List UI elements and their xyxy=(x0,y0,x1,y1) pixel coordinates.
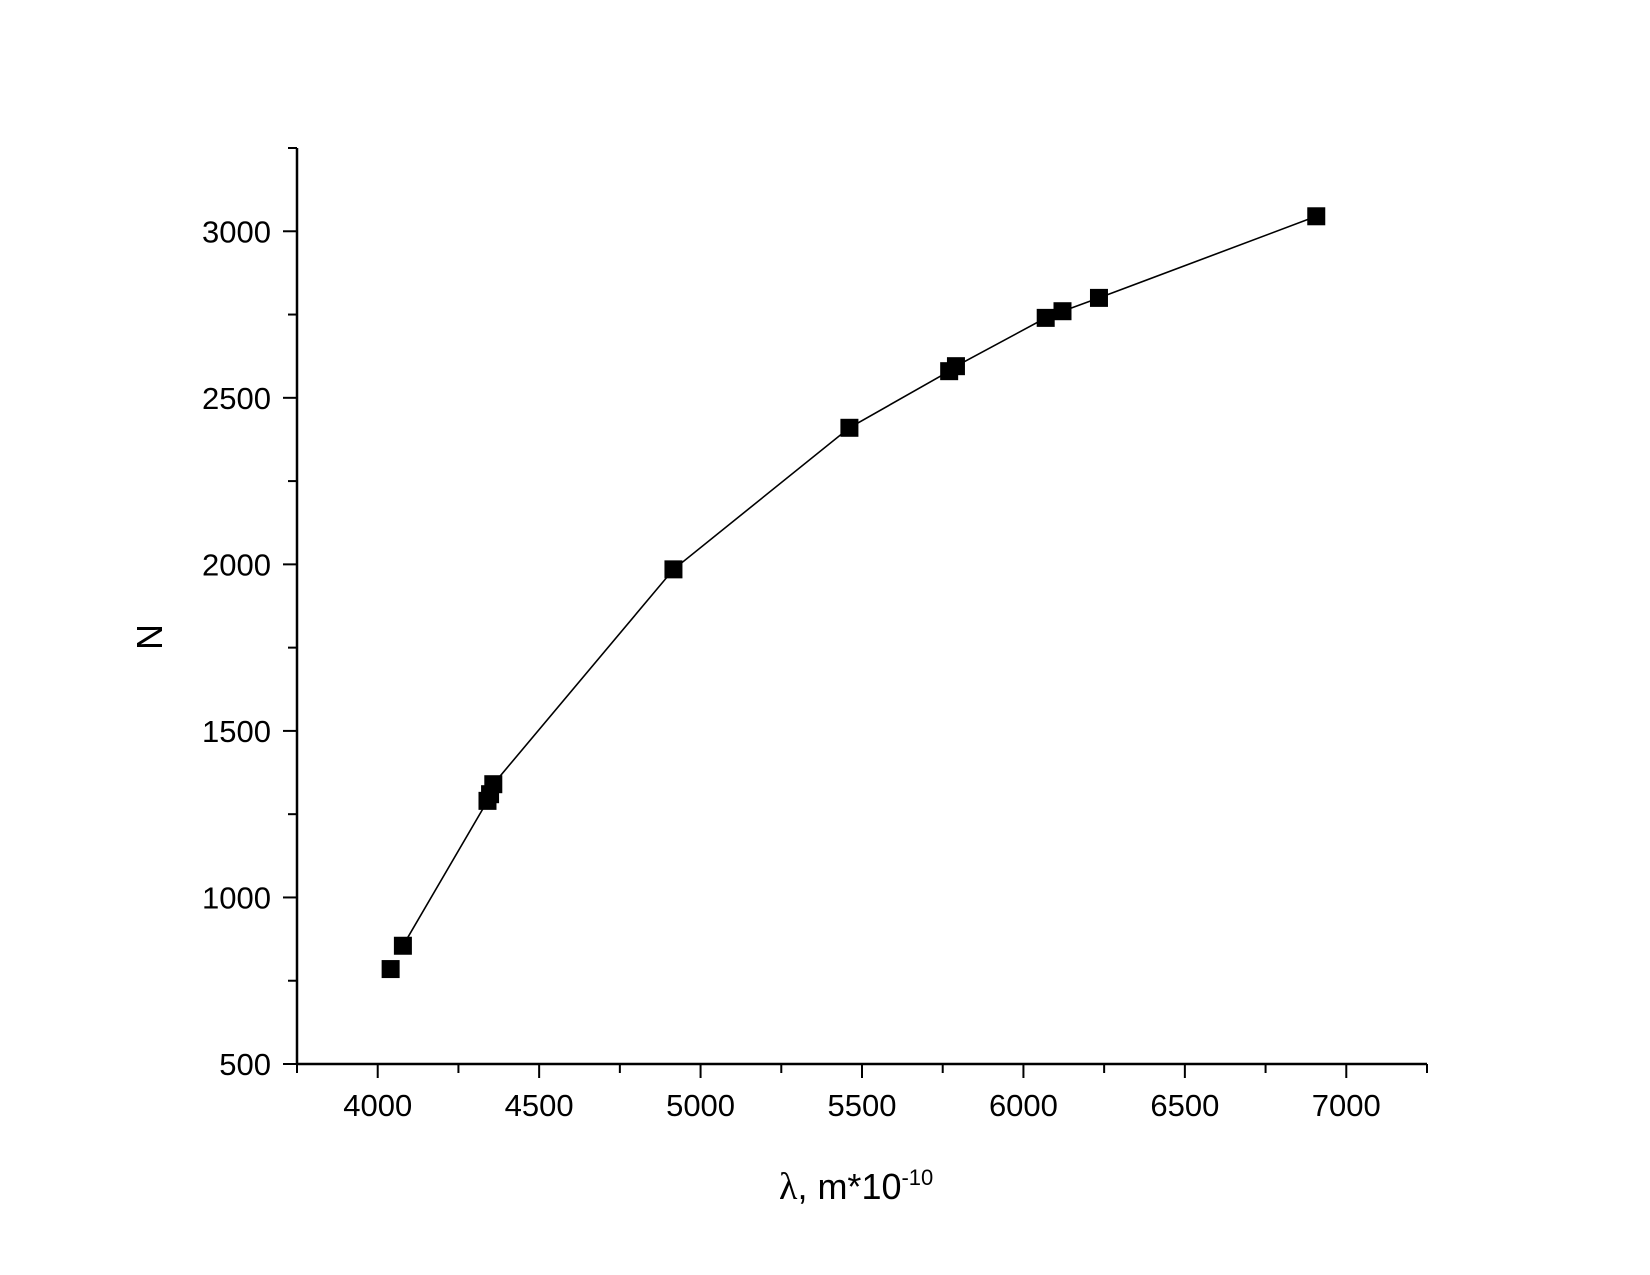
tick-labels: 4000 4500 5000 5500 6000 6500 7000 500 1000 1500 2… xyxy=(202,214,1381,1123)
y-tick-label: 2500 xyxy=(202,381,271,416)
x-tick-label: 5000 xyxy=(666,1088,735,1123)
data-point xyxy=(393,936,412,955)
x-axis-title: λ, m*10-10 xyxy=(779,1165,933,1208)
series-line xyxy=(402,215,1317,947)
x-axis-title-exponent: -10 xyxy=(901,1165,933,1190)
data-point xyxy=(1089,288,1108,307)
data-point xyxy=(1036,308,1055,327)
x-tick-label: 5500 xyxy=(828,1088,897,1123)
series-line-path xyxy=(402,215,1317,947)
axes xyxy=(295,148,1427,1066)
ticks xyxy=(283,147,1428,1078)
y-tick-label: 1500 xyxy=(202,714,271,749)
x-axis-title-text: , m*10 xyxy=(797,1166,901,1207)
data-point xyxy=(1053,302,1072,321)
data-point xyxy=(381,960,400,979)
y-tick-label: 3000 xyxy=(202,214,271,249)
x-tick-label: 6500 xyxy=(1150,1088,1219,1123)
data-point xyxy=(946,357,965,376)
y-tick-label: 500 xyxy=(219,1047,271,1082)
y-axis-title: N xyxy=(129,624,170,650)
x-tick-label: 4500 xyxy=(505,1088,574,1123)
data-point xyxy=(484,775,503,794)
x-tick-label: 7000 xyxy=(1312,1088,1381,1123)
x-tick-label: 6000 xyxy=(989,1088,1058,1123)
x-axis-title-symbol: λ xyxy=(779,1166,798,1208)
y-tick-label: 2000 xyxy=(202,547,271,582)
data-point xyxy=(840,418,859,437)
markers xyxy=(381,207,1326,979)
data-point xyxy=(664,560,683,579)
data-point xyxy=(1307,207,1326,226)
y-tick-label: 1000 xyxy=(202,880,271,915)
x-tick-label: 4000 xyxy=(343,1088,412,1123)
